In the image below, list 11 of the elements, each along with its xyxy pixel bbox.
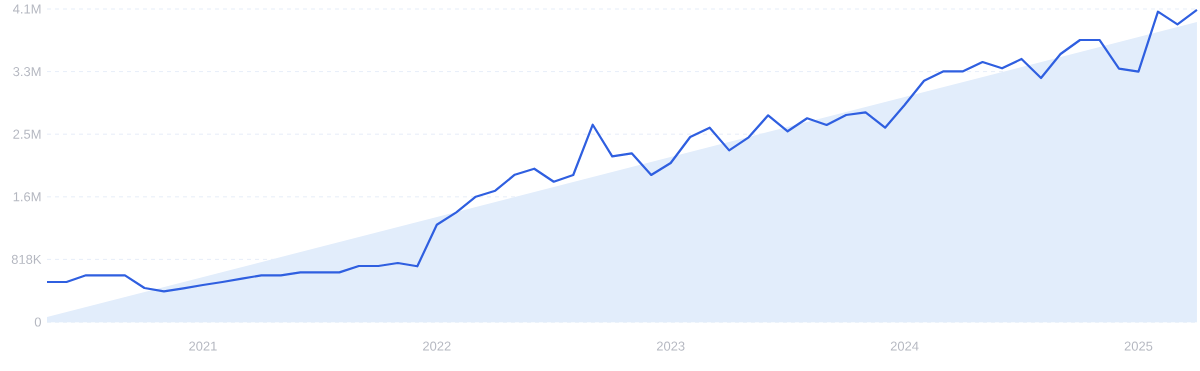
y-tick-label: 4.1M	[12, 4, 41, 14]
x-tick-label: 2024	[890, 341, 919, 351]
y-tick-label: 2.5M	[13, 129, 41, 139]
x-tick-label: 2025	[1124, 341, 1153, 351]
y-tick-label: 3.3M	[13, 67, 41, 77]
y-tick-label: 818K	[11, 254, 42, 264]
x-tick-label: 2021	[189, 341, 217, 351]
y-tick-label: 0	[34, 317, 41, 327]
x-tick-label: 2023	[656, 341, 685, 351]
x-tick-label: 2022	[423, 341, 451, 351]
y-tick-label: 1.6M	[13, 192, 41, 202]
